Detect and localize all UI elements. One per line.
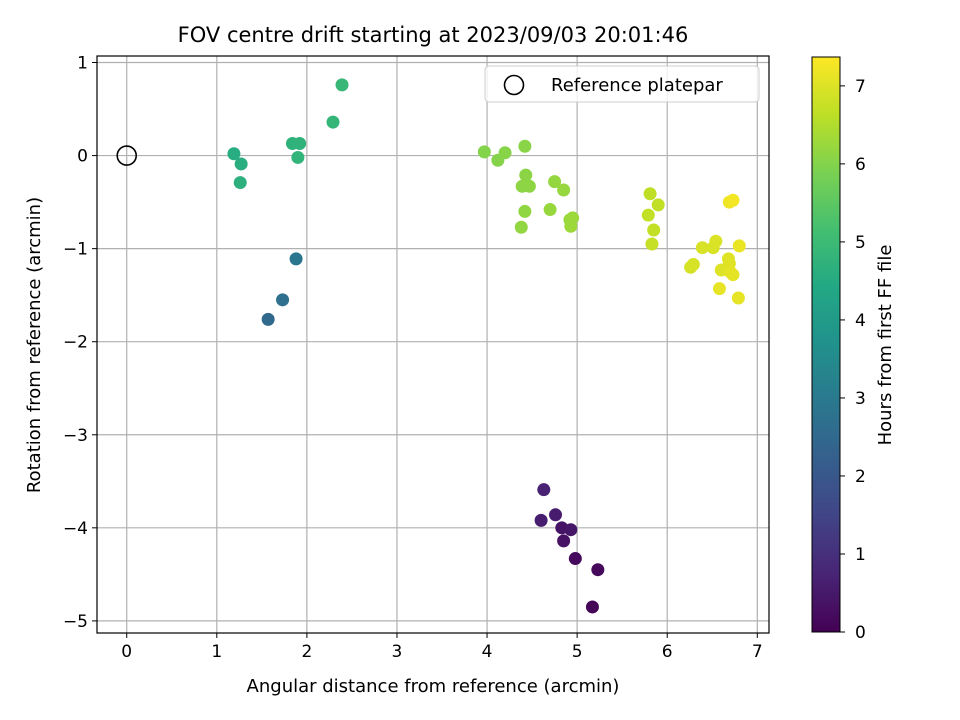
x-axis-ticks: 0 1 2 3 4 5 6 7 — [121, 633, 763, 662]
data-point — [647, 223, 661, 237]
data-point — [643, 187, 657, 201]
plot-frame — [96, 55, 770, 634]
data-point — [564, 219, 578, 233]
colorbar-tick-label: 0 — [855, 623, 866, 643]
data-point — [543, 203, 557, 217]
data-point — [557, 183, 571, 197]
data-point — [591, 563, 605, 577]
x-tick-label: 3 — [392, 642, 403, 662]
data-point — [234, 157, 248, 171]
data-point — [645, 237, 659, 251]
colorbar-tick-label: 1 — [855, 545, 866, 565]
x-tick-label: 2 — [301, 642, 312, 662]
colorbar-tick-label: 6 — [855, 155, 866, 175]
x-tick-label: 5 — [572, 642, 583, 662]
colorbar-tick-label: 3 — [855, 389, 866, 409]
x-tick-label: 1 — [211, 642, 222, 662]
data-point — [291, 150, 305, 164]
data-point — [289, 252, 303, 266]
y-axis-ticks: 1 0 −1 −2 −3 −4 −5 — [63, 54, 97, 632]
y-tick-label: −1 — [63, 240, 88, 260]
data-point — [557, 534, 571, 548]
data-point — [326, 115, 340, 129]
scatter-points — [116, 78, 746, 614]
legend-label: Reference platepar — [551, 75, 723, 96]
data-point — [709, 234, 723, 248]
data-point — [522, 179, 536, 193]
y-tick-label: −5 — [63, 612, 88, 632]
data-point — [518, 139, 532, 153]
data-point — [732, 239, 746, 253]
data-point — [726, 268, 740, 282]
grid — [97, 56, 769, 633]
data-point — [651, 198, 665, 212]
data-point — [731, 291, 745, 305]
data-point — [477, 145, 491, 159]
y-axis-label: Rotation from reference (arcmin) — [24, 197, 45, 493]
colorbar-gradient — [812, 57, 840, 632]
y-tick-label: −2 — [63, 333, 88, 353]
data-point — [498, 146, 512, 160]
data-point — [537, 483, 551, 497]
chart-title: FOV centre drift starting at 2023/09/03 … — [178, 23, 689, 47]
data-point — [514, 220, 528, 234]
data-point — [233, 176, 247, 190]
data-point — [293, 136, 307, 150]
y-tick-label: 0 — [77, 147, 88, 167]
data-point — [335, 78, 349, 92]
x-axis-label: Angular distance from reference (arcmin) — [247, 676, 620, 697]
data-point — [549, 508, 563, 522]
data-point — [261, 312, 275, 326]
data-point — [534, 513, 548, 527]
data-point — [568, 552, 582, 566]
data-point — [518, 204, 532, 218]
axes-border — [96, 55, 770, 634]
x-tick-label: 7 — [752, 642, 763, 662]
legend: Reference platepar — [484, 65, 760, 103]
reference-marker — [116, 145, 138, 166]
data-point — [712, 282, 726, 296]
colorbar: 0 1 2 3 4 5 6 7 Hours from first FF file — [811, 56, 896, 643]
colorbar-tick-label: 4 — [855, 311, 866, 331]
legend-box — [484, 65, 760, 103]
y-tick-label: 1 — [77, 54, 88, 74]
y-tick-label: −3 — [63, 426, 88, 446]
y-tick-label: −4 — [63, 519, 88, 539]
x-tick-label: 0 — [121, 642, 132, 662]
data-point — [227, 147, 241, 161]
data-point — [276, 293, 290, 307]
data-point — [519, 168, 533, 182]
colorbar-tick-label: 2 — [855, 467, 866, 487]
data-point — [564, 523, 578, 537]
colorbar-label: Hours from first FF file — [875, 245, 896, 446]
data-point — [585, 600, 599, 614]
x-tick-label: 6 — [662, 642, 673, 662]
colorbar-tick-label: 7 — [855, 77, 866, 97]
data-point — [548, 175, 562, 189]
legend-marker — [503, 74, 525, 96]
data-point — [726, 193, 740, 207]
data-point — [686, 257, 700, 271]
x-tick-label: 4 — [482, 642, 493, 662]
colorbar-frame — [811, 56, 841, 633]
colorbar-ticks: 0 1 2 3 4 5 6 7 — [840, 77, 866, 643]
data-point — [641, 208, 655, 222]
colorbar-tick-label: 5 — [855, 233, 866, 253]
data-point — [695, 241, 709, 255]
